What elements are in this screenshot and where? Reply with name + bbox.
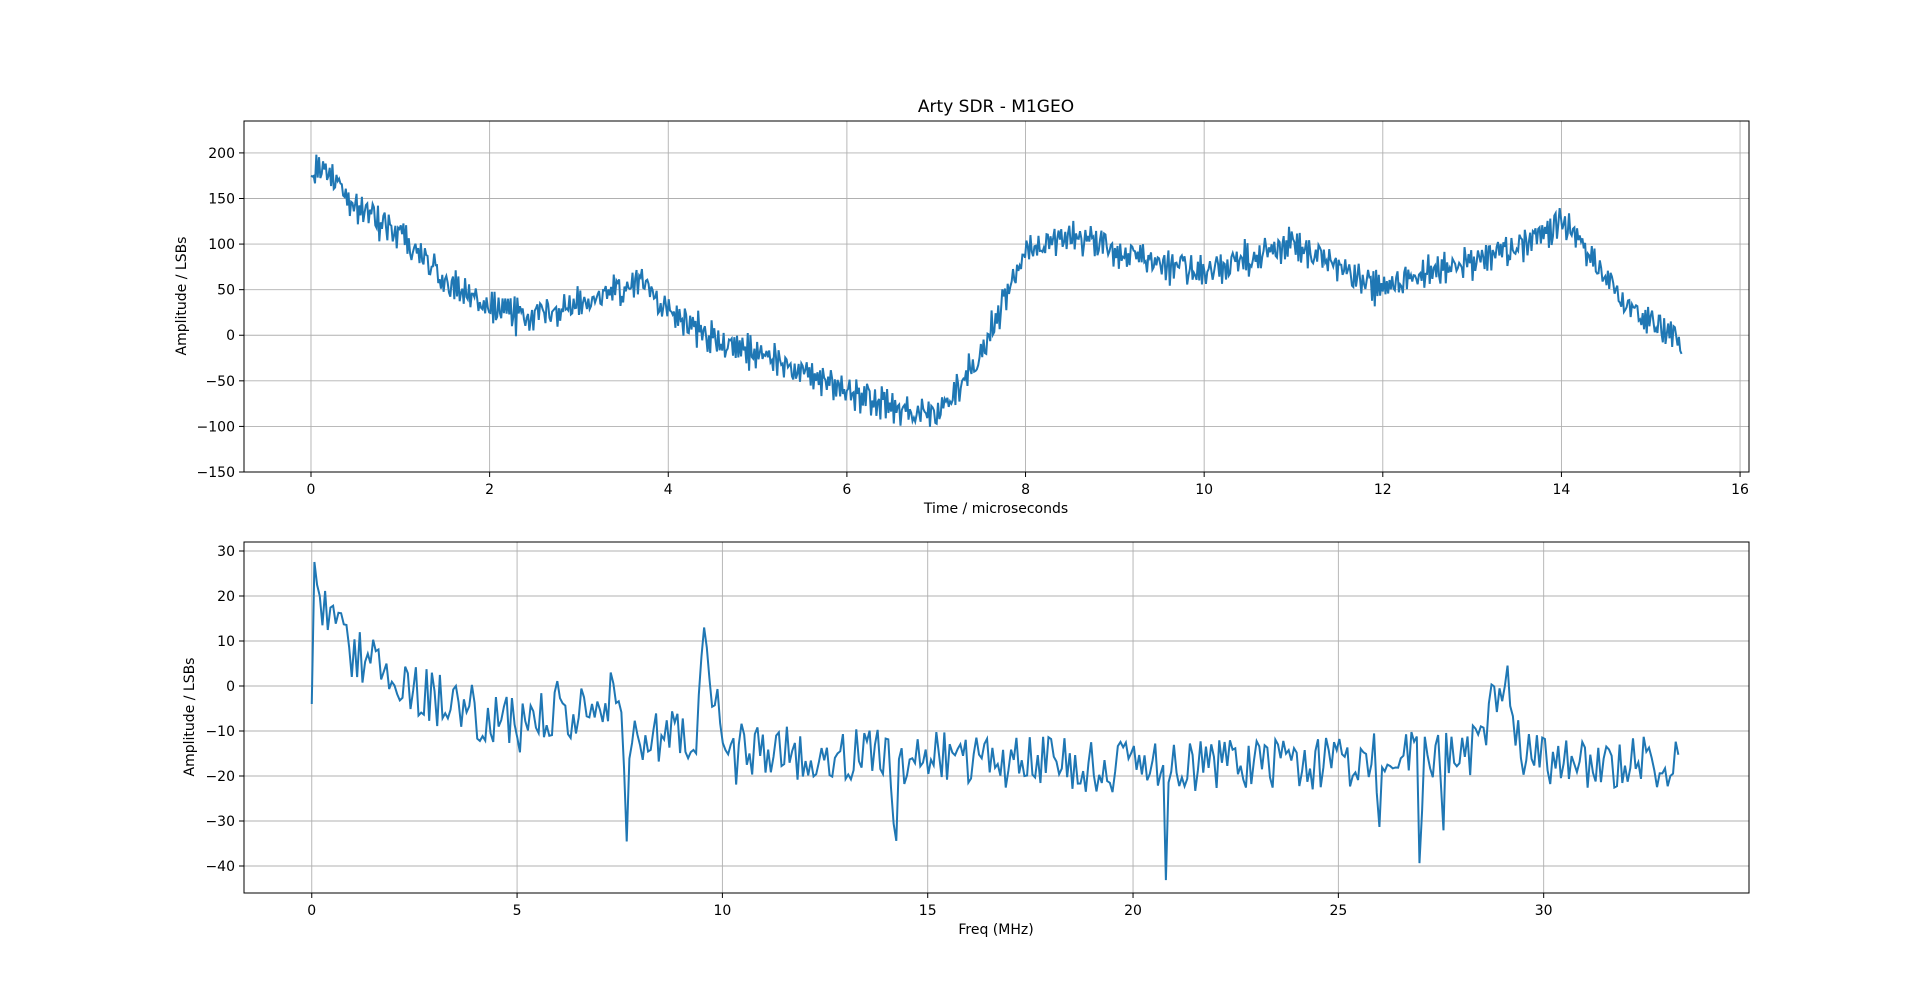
time-y-tick-label: 200 bbox=[208, 146, 235, 162]
time-x-tick-label: 6 bbox=[842, 482, 851, 498]
time-x-tick-label: 8 bbox=[1021, 482, 1030, 498]
spectrum-x-tick-label: 30 bbox=[1535, 903, 1553, 919]
spectrum-x-tick-label: 10 bbox=[713, 903, 731, 919]
time-x-tick-label: 2 bbox=[485, 482, 494, 498]
spectrum-x-tick-label: 20 bbox=[1124, 903, 1142, 919]
time-x-tick-label: 12 bbox=[1374, 482, 1392, 498]
time-y-axis-label: Amplitude / LSBs bbox=[174, 237, 190, 356]
time-x-tick-label: 10 bbox=[1195, 482, 1213, 498]
time-x-tick-label: 4 bbox=[664, 482, 673, 498]
time-series-line bbox=[310, 154, 1683, 427]
spectrum-x-tick-label: 15 bbox=[919, 903, 937, 919]
time-x-tick-label: 0 bbox=[307, 482, 316, 498]
time-y-tick-label: 150 bbox=[208, 191, 235, 207]
time-y-tick-label: −50 bbox=[205, 374, 235, 390]
spectrum-y-tick-label: 0 bbox=[226, 679, 235, 695]
spectrum-y-tick-label: 10 bbox=[217, 634, 235, 650]
time-y-tick-label: −100 bbox=[197, 419, 235, 435]
chart-title: Arty SDR - M1GEO bbox=[918, 97, 1074, 117]
spectrum-x-tick-label: 0 bbox=[307, 903, 316, 919]
spectrum-y-tick-label: −20 bbox=[205, 769, 235, 785]
time-x-tick-label: 16 bbox=[1731, 482, 1749, 498]
spectrum-y-tick-label: −30 bbox=[205, 814, 235, 830]
spectrum-x-tick-label: 25 bbox=[1329, 903, 1347, 919]
spectrum-y-tick-label: −10 bbox=[205, 724, 235, 740]
spectrum-y-axis-label: Amplitude / LSBs bbox=[182, 658, 198, 777]
spectrum-x-axis-label: Freq (MHz) bbox=[958, 922, 1033, 938]
time-domain-panel: 0 2 4 6 8 10 12 14 16 −150 −100 −50 0 50 100 150 200 Art… bbox=[174, 97, 1750, 517]
frequency-domain-panel: 0 5 10 15 20 25 30 −40 −30 −20 −10 0 10 20 30 Freq (MH… bbox=[182, 541, 1750, 938]
time-x-tick-label: 14 bbox=[1553, 482, 1571, 498]
time-y-tick-label: 0 bbox=[226, 328, 235, 344]
time-x-axis-label: Time / microseconds bbox=[923, 501, 1068, 517]
spectrum-x-tick-label: 5 bbox=[513, 903, 522, 919]
time-plot-frame bbox=[243, 120, 1750, 473]
spectrum-y-tick-label: 20 bbox=[217, 589, 235, 605]
time-y-tick-label: 50 bbox=[217, 283, 235, 299]
spectrum-y-tick-label: −40 bbox=[205, 859, 235, 875]
time-y-tick-label: −150 bbox=[197, 465, 235, 481]
time-y-tick-label: 100 bbox=[208, 237, 235, 253]
spectrum-y-tick-label: 30 bbox=[217, 544, 235, 560]
spectrum-plot-frame bbox=[243, 541, 1750, 894]
spectrum-series-line bbox=[310, 561, 1680, 881]
